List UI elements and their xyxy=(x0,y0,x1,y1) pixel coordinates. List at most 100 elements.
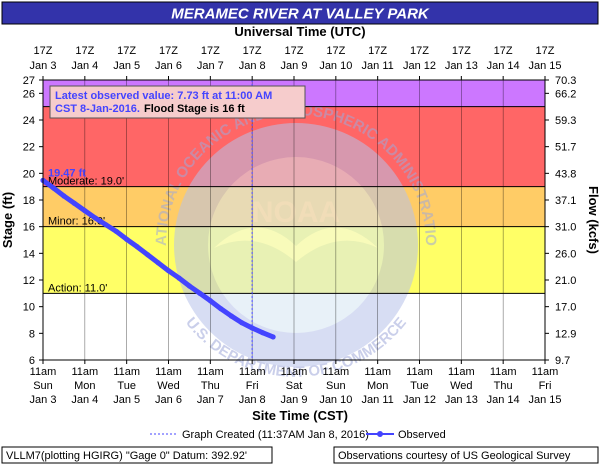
noaa-gull-icon xyxy=(214,227,378,262)
observed-point-1 xyxy=(50,185,57,191)
bottom-tick-time-5: 11am xyxy=(239,366,266,378)
bottom-tick-date-11: Jan 14 xyxy=(487,394,520,406)
top-tick-date-9: Jan 12 xyxy=(403,60,436,72)
bottom-tick-dow-8: Mon xyxy=(367,380,388,392)
y2-tick-label-8: 51.7 xyxy=(555,142,576,154)
y-tick-label-11: 27 xyxy=(23,75,35,87)
x-axis-title: Site Time (CST) xyxy=(252,408,348,423)
observed-series xyxy=(40,177,276,340)
grid-lines xyxy=(84,80,504,360)
observed-point-5 xyxy=(92,215,98,221)
legend-created-label: Graph Created (11:37AM Jan 8, 2016) xyxy=(182,429,369,441)
legend-observed-marker xyxy=(377,431,383,437)
top-tick-date-1: Jan 4 xyxy=(71,60,98,72)
observed-point-3 xyxy=(71,200,77,206)
observed-point-7 xyxy=(113,228,119,234)
bottom-tick-date-4: Jan 7 xyxy=(197,394,224,406)
legend-observed-label: Observed xyxy=(398,429,446,441)
top-tick-time-9: 17Z xyxy=(410,45,429,57)
y2-tick-label-4: 26.0 xyxy=(555,248,576,260)
y2-tick-label-0: 9.7 xyxy=(555,355,570,367)
footer-left-text: VLLM7(plotting HGIRG) "Gage 0" Datum: 39… xyxy=(6,450,247,462)
observed-point-22 xyxy=(270,334,276,340)
bottom-tick-time-10: 11am xyxy=(448,366,475,378)
observed-point-21 xyxy=(260,330,266,336)
threshold-label-0: Action: 11.0' xyxy=(48,282,107,294)
y-tick-label-5: 16 xyxy=(23,222,35,234)
bottom-tick-time-3: 11am xyxy=(155,366,182,378)
y-tick-label-7: 20 xyxy=(23,168,35,180)
peak-value-label: 19.47 ft xyxy=(48,167,86,179)
bottom-tick-dow-9: Tue xyxy=(410,380,429,392)
bottom-tick-dow-12: Fri xyxy=(539,380,552,392)
y2-tick-label-7: 43.8 xyxy=(555,168,576,180)
info-line-2-date: CST 8-Jan-2016. xyxy=(55,103,140,115)
observed-point-14 xyxy=(186,283,193,289)
y2-tick-label-6: 37.1 xyxy=(555,195,576,207)
top-tick-date-8: Jan 11 xyxy=(362,60,394,72)
top-tick-date-4: Jan 7 xyxy=(197,60,224,72)
observed-point-15 xyxy=(197,290,203,296)
bottom-tick-time-6: 11am xyxy=(281,366,308,378)
top-tick-time-10: 17Z xyxy=(452,45,471,57)
bottom-tick-dow-11: Thu xyxy=(494,380,513,392)
footer-right-text: Observations courtesy of US Geological S… xyxy=(338,450,571,462)
top-axis-title: Universal Time (UTC) xyxy=(234,24,365,39)
y-tick-label-4: 14 xyxy=(23,248,35,260)
bottom-tick-time-8: 11am xyxy=(364,366,391,378)
y2-tick-label-9: 59.3 xyxy=(555,115,576,127)
bottom-tick-date-3: Jan 6 xyxy=(155,394,182,406)
y2-tick-label-10: 66.2 xyxy=(555,88,576,100)
top-tick-date-3: Jan 6 xyxy=(155,60,182,72)
top-axis-ticks: 17Z Jan 3 17Z Jan 4 17Z Jan 5 17Z Jan 6 17Z Jan 7… xyxy=(30,45,562,80)
y2-axis-title: Flow (kcfs) xyxy=(586,186,600,254)
bottom-tick-dow-5: Fri xyxy=(246,380,259,392)
y-tick-label-1: 8 xyxy=(29,328,35,340)
top-tick-time-11: 17Z xyxy=(494,45,513,57)
top-tick-time-7: 17Z xyxy=(326,45,345,57)
observed-point-4 xyxy=(82,208,88,214)
observed-point-13 xyxy=(176,275,182,281)
observed-point-17 xyxy=(218,306,224,312)
y-tick-label-10: 26 xyxy=(23,88,35,100)
observed-point-12 xyxy=(165,268,172,274)
top-tick-date-11: Jan 14 xyxy=(487,60,520,72)
observed-point-10 xyxy=(144,252,151,258)
top-tick-date-5: Jan 8 xyxy=(239,60,266,72)
bottom-tick-dow-1: Mon xyxy=(74,380,95,392)
observed-point-16 xyxy=(207,298,213,304)
y-tick-label-8: 22 xyxy=(23,142,35,154)
bottom-tick-time-12: 11am xyxy=(532,366,559,378)
observed-point-20 xyxy=(249,325,255,331)
bottom-tick-time-11: 11am xyxy=(490,366,517,378)
bottom-tick-time-2: 11am xyxy=(113,366,140,378)
top-tick-date-10: Jan 13 xyxy=(445,60,478,72)
bottom-tick-dow-7: Sun xyxy=(326,380,346,392)
footer-right-box xyxy=(333,446,599,464)
bottom-tick-date-6: Jan 9 xyxy=(281,394,308,406)
top-tick-time-8: 17Z xyxy=(368,45,387,57)
bottom-axis-ticks: 11am Sun Jan 3 11am Mon Jan 4 11am Tue Jan 5 11am… xyxy=(30,360,562,406)
y2-axis-ticks: 9.7 12.9 17.0 21.0 26.0 31.0 37.1 43.8 51.7 59.3 6… xyxy=(545,75,576,367)
bottom-tick-date-0: Jan 3 xyxy=(30,394,57,406)
noaa-logo-inner xyxy=(208,157,384,333)
info-line-1: Latest observed value: 7.73 ft at 11:00 … xyxy=(55,90,272,102)
top-tick-time-1: 17Z xyxy=(75,45,94,57)
y-tick-label-3: 12 xyxy=(23,275,35,287)
observed-point-2 xyxy=(61,193,67,199)
bottom-tick-date-2: Jan 5 xyxy=(113,394,140,406)
top-tick-date-0: Jan 3 xyxy=(30,60,57,72)
top-tick-time-2: 17Z xyxy=(117,45,136,57)
top-tick-time-5: 17Z xyxy=(243,45,262,57)
observed-point-9 xyxy=(134,244,140,250)
noaa-watermark-center: NOAA xyxy=(252,196,340,229)
bottom-tick-time-1: 11am xyxy=(71,366,98,378)
top-tick-time-4: 17Z xyxy=(201,45,220,57)
observed-point-18 xyxy=(228,313,234,319)
y2-tick-label-1: 12.9 xyxy=(555,328,576,340)
info-line-2-flood: Flood Stage is 16 ft xyxy=(144,103,245,115)
bottom-tick-date-8: Jan 11 xyxy=(362,394,394,406)
latest-observation-box: Latest observed value: 7.73 ft at 11:00 … xyxy=(49,85,306,119)
